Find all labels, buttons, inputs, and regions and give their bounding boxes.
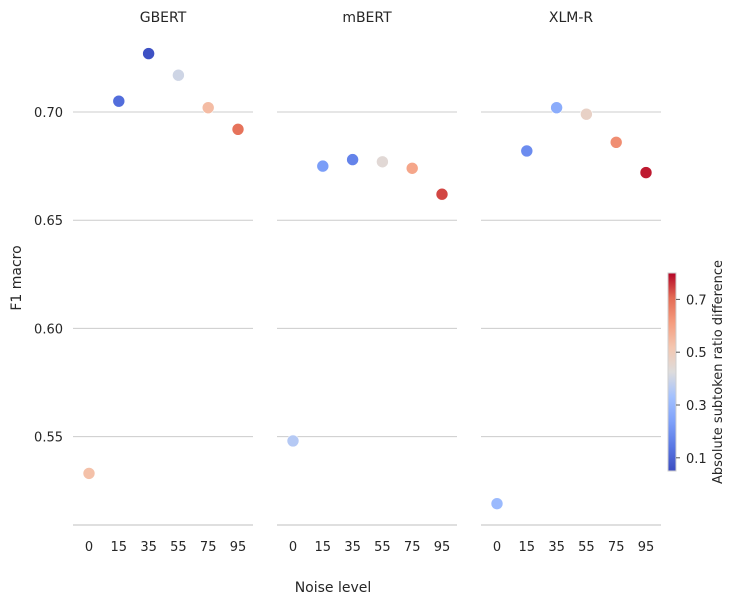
y-tick-label: 0.65 (34, 214, 63, 229)
y-tick-label: 0.70 (34, 106, 63, 121)
x-tick-label: 55 (170, 540, 187, 555)
x-tick-label: 55 (374, 540, 391, 555)
x-tick-label: 95 (434, 540, 451, 555)
x-tick-label: 15 (519, 540, 536, 555)
data-point (550, 101, 563, 114)
x-tick-label: 0 (289, 540, 297, 555)
data-point (609, 135, 623, 149)
data-point (435, 187, 449, 201)
colorbar-tick-label: 0.5 (686, 346, 707, 361)
labels: GBERT 0 15 35 55 75 95 mBERT 0 15 35 55 75 95 XLM-R 0 15… (9, 10, 654, 596)
x-tick-label: 0 (85, 540, 93, 555)
data-point (286, 434, 300, 448)
x-tick-label: 95 (230, 540, 247, 555)
x-tick-label: 75 (608, 540, 625, 555)
data-point (346, 153, 359, 166)
x-tick-label: 15 (315, 540, 332, 555)
x-tick-label: 0 (493, 540, 501, 555)
x-tick-label: 55 (578, 540, 595, 555)
data-point (172, 68, 185, 82)
colorbar-tick-label: 0.1 (686, 452, 707, 467)
colorbar-tick-label: 0.3 (686, 399, 707, 414)
x-tick-label: 35 (344, 540, 361, 555)
data-point (201, 101, 215, 114)
colorbar: 0.1 0.3 0.5 0.7 Absolute subtoken ratio diff… (667, 260, 726, 484)
gridlines (73, 111, 661, 438)
colorbar-tick-label: 0.7 (686, 293, 707, 308)
y-axis-label: F1 macro (9, 245, 25, 310)
x-tick-label: 95 (638, 540, 655, 555)
x-tick-label: 75 (200, 540, 217, 555)
x-tick-label: 35 (548, 540, 565, 555)
colorbar-label: Absolute subtoken ratio difference (711, 260, 726, 484)
data-point (142, 47, 155, 60)
colorbar-gradient (667, 272, 677, 472)
y-tick-label: 0.55 (34, 431, 63, 446)
x-tick-label: 75 (404, 540, 421, 555)
x-tick-label: 35 (140, 540, 157, 555)
x-tick-label: 15 (111, 540, 128, 555)
x-axis-label: Noise level (295, 580, 372, 596)
data-point (112, 94, 126, 108)
data-point (82, 467, 96, 480)
data-points (82, 47, 653, 510)
data-point (639, 166, 653, 179)
data-point (490, 497, 504, 510)
panel-title: mBERT (342, 10, 392, 26)
data-point (580, 107, 593, 121)
panel-title: XLM-R (549, 10, 594, 26)
panel-title: GBERT (140, 10, 187, 26)
data-point (231, 123, 245, 136)
data-point (405, 161, 419, 175)
data-point (376, 155, 389, 169)
data-point (316, 159, 330, 173)
y-tick-label: 0.60 (34, 322, 63, 337)
data-point (520, 144, 534, 158)
